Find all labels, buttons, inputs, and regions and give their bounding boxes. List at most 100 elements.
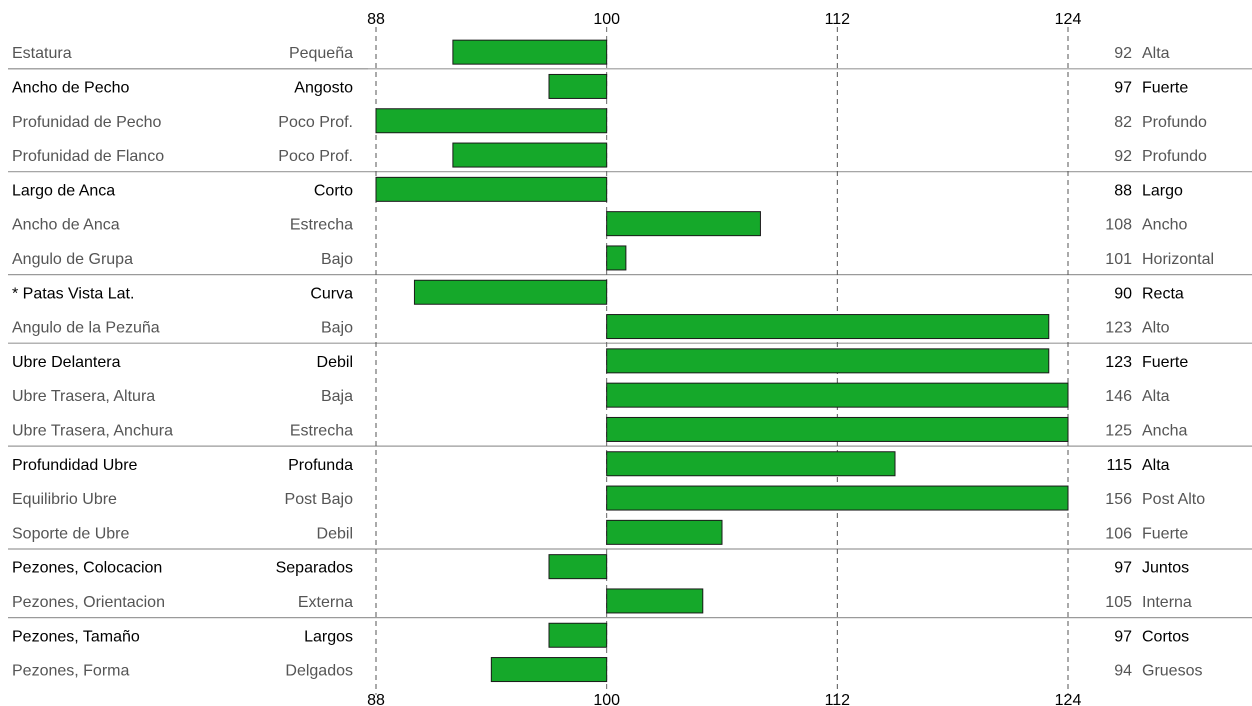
- trait-label: Pezones, Forma: [12, 663, 129, 680]
- bars-layer: [375, 39, 1069, 683]
- x-tick-label-top: 100: [593, 11, 620, 28]
- bar: [490, 657, 608, 683]
- value-label: 94: [1114, 663, 1132, 680]
- bar: [375, 176, 608, 202]
- high-end-label: Profundo: [1142, 148, 1207, 165]
- high-end-label: Alta: [1142, 457, 1170, 474]
- bar: [606, 485, 1069, 511]
- low-end-label: Estrecha: [290, 217, 353, 234]
- value-label: 92: [1114, 148, 1132, 165]
- x-tick-label-top: 88: [367, 11, 385, 28]
- x-tick-label-bottom: 88: [367, 692, 385, 706]
- low-end-label: Bajo: [321, 320, 353, 337]
- low-end-label: Poco Prof.: [278, 114, 353, 131]
- low-end-label: Baja: [321, 388, 353, 405]
- bar: [606, 588, 704, 614]
- value-label: 97: [1114, 628, 1132, 645]
- bar: [606, 451, 896, 477]
- low-end-label: Profunda: [288, 457, 353, 474]
- trait-label: Pezones, Tamaño: [12, 628, 140, 645]
- bar: [606, 382, 1069, 408]
- value-label: 82: [1114, 114, 1132, 131]
- value-label: 92: [1114, 45, 1132, 62]
- bar: [375, 108, 608, 134]
- value-label: 115: [1106, 457, 1132, 474]
- trait-label: Ancho de Anca: [12, 217, 120, 234]
- low-end-label: Pequeña: [289, 45, 353, 62]
- high-end-label: Horizontal: [1142, 251, 1214, 268]
- high-end-label: Alta: [1142, 45, 1170, 62]
- bar: [606, 519, 723, 545]
- bar: [452, 142, 608, 168]
- high-end-label: Juntos: [1142, 560, 1189, 577]
- x-tick-label-bottom: 112: [825, 692, 851, 706]
- trait-label: Equilibrio Ubre: [12, 491, 117, 508]
- high-end-label: Fuerte: [1142, 79, 1188, 96]
- x-tick-label-bottom: 100: [593, 692, 620, 706]
- x-tick-label-top: 124: [1055, 11, 1082, 28]
- bar: [606, 416, 1069, 442]
- value-label: 108: [1105, 217, 1132, 234]
- trait-label: Angulo de la Pezuña: [12, 320, 160, 337]
- high-end-label: Ancha: [1142, 422, 1187, 439]
- low-end-label: Poco Prof.: [278, 148, 353, 165]
- value-label: 123: [1105, 354, 1132, 371]
- bar: [452, 39, 608, 65]
- low-end-label: Estrecha: [290, 422, 353, 439]
- trait-label: Pezones, Orientacion: [12, 594, 165, 611]
- high-end-label: Post Alto: [1142, 491, 1205, 508]
- trait-label: Ubre Trasera, Anchura: [12, 422, 173, 439]
- bar: [413, 279, 608, 305]
- trait-label: * Patas Vista Lat.: [12, 285, 134, 302]
- bar: [548, 554, 608, 580]
- low-end-label: Debil: [317, 525, 353, 542]
- high-end-label: Profundo: [1142, 114, 1207, 131]
- bar: [606, 348, 1050, 374]
- bar: [606, 211, 761, 237]
- value-label: 106: [1105, 525, 1132, 542]
- value-label: 97: [1114, 560, 1132, 577]
- value-label: 125: [1105, 422, 1132, 439]
- low-end-label: Separados: [276, 560, 353, 577]
- high-end-label: Gruesos: [1142, 663, 1202, 680]
- low-end-label: Externa: [298, 594, 353, 611]
- trait-label: Ubre Trasera, Altura: [12, 388, 155, 405]
- low-end-label: Curva: [310, 285, 353, 302]
- trait-label: Profundidad Ubre: [12, 457, 138, 474]
- low-end-label: Post Bajo: [285, 491, 354, 508]
- value-label: 88: [1114, 182, 1132, 199]
- low-end-label: Debil: [317, 354, 353, 371]
- x-tick-label-bottom: 124: [1055, 692, 1082, 706]
- x-tick-label-top: 112: [825, 11, 851, 28]
- low-end-label: Angosto: [294, 79, 353, 96]
- trait-label: Estatura: [12, 45, 72, 62]
- high-end-label: Recta: [1142, 285, 1184, 302]
- trait-label: Ancho de Pecho: [12, 79, 130, 96]
- high-end-label: Fuerte: [1142, 525, 1188, 542]
- labels-layer: 88 88 100 100 112 112 124 124 Estatura Pequeña 92 A…: [12, 11, 1214, 706]
- value-label: 146: [1105, 388, 1132, 405]
- trait-label: Profunidad de Flanco: [12, 148, 164, 165]
- value-label: 97: [1114, 79, 1132, 96]
- low-end-label: Bajo: [321, 251, 353, 268]
- value-label: 101: [1105, 251, 1132, 268]
- trait-label: Soporte de Ubre: [12, 525, 130, 542]
- high-end-label: Ancho: [1142, 217, 1187, 234]
- high-end-label: Fuerte: [1142, 354, 1188, 371]
- low-end-label: Delgados: [285, 663, 353, 680]
- bar: [548, 73, 608, 99]
- trait-label: Angulo de Grupa: [12, 251, 133, 268]
- high-end-label: Alto: [1142, 320, 1170, 337]
- low-end-label: Largos: [304, 628, 353, 645]
- value-label: 156: [1105, 491, 1132, 508]
- value-label: 90: [1114, 285, 1132, 302]
- high-end-label: Largo: [1142, 182, 1183, 199]
- bar: [548, 622, 608, 648]
- trait-label: Profunidad de Pecho: [12, 114, 162, 131]
- bar: [606, 245, 627, 271]
- value-label: 105: [1105, 594, 1132, 611]
- bar: [606, 314, 1050, 340]
- low-end-label: Corto: [314, 182, 353, 199]
- trait-label: Largo de Anca: [12, 182, 115, 199]
